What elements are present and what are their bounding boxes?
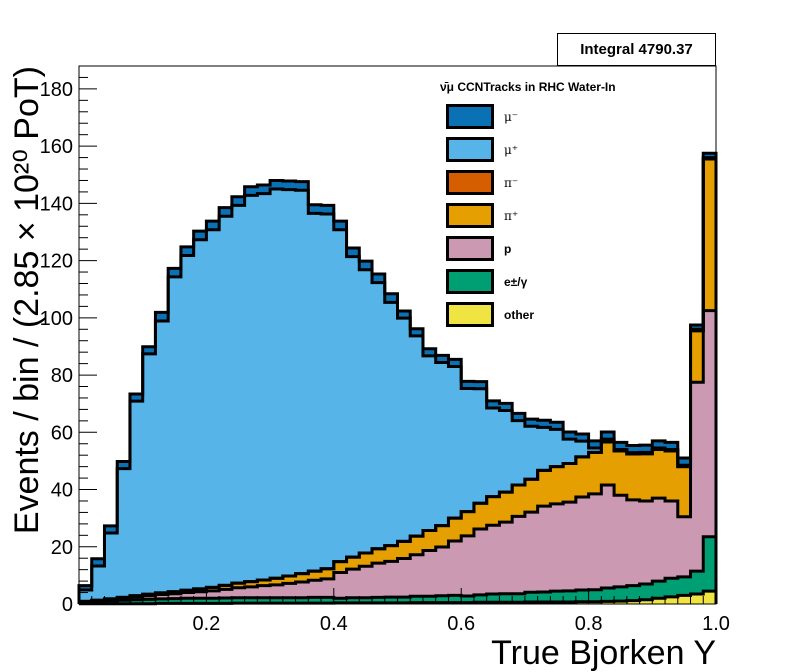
y-tick-label: 0 (62, 594, 73, 616)
legend-swatch (446, 203, 494, 228)
legend-swatch (446, 302, 494, 327)
y-tick-label: 140 (40, 193, 73, 215)
series-area (79, 310, 716, 604)
x-tick-label: 0.2 (192, 613, 220, 635)
y-tick-label: 40 (51, 480, 73, 502)
legend-item: π⁺ (440, 199, 690, 232)
integral-stat-box: Integral 4790.37 (557, 33, 716, 66)
series-area (79, 159, 716, 605)
legend-item: π⁻ (440, 166, 690, 199)
series-layer (77, 151, 718, 606)
x-tick-label: 1.0 (702, 613, 730, 635)
legend: ν̄μ CCNTracks in RHC Water-In μ⁻ μ⁺ π⁻ π⁺ p e… (440, 80, 690, 331)
x-tick-label: 0.6 (447, 613, 475, 635)
legend-label: π⁺ (504, 208, 519, 223)
legend-label: p (504, 241, 512, 256)
legend-rows: μ⁻ μ⁺ π⁻ π⁺ p e±/γ other (440, 100, 690, 331)
series-outline (77, 151, 718, 604)
y-tick-label: 120 (40, 251, 73, 273)
legend-swatch (446, 269, 494, 294)
x-axis-label: True Bjorken Y (491, 634, 716, 672)
legend-swatch (446, 104, 494, 129)
y-tick-label: 60 (51, 422, 73, 444)
y-tick-label: 80 (51, 365, 73, 387)
y-tick-label: 160 (40, 136, 73, 158)
y-tick-label: 100 (40, 308, 73, 330)
legend-item: p (440, 232, 690, 265)
y-axis-label: Events / bin / (2.85 × 10²⁰ PoT) (8, 66, 46, 534)
legend-label: π⁻ (504, 175, 519, 190)
legend-item: μ⁻ (440, 100, 690, 133)
legend-item: μ⁺ (440, 133, 690, 166)
x-tick-label: 0.4 (320, 613, 348, 635)
y-tick-label: 180 (40, 79, 73, 101)
legend-label: μ⁺ (504, 142, 519, 157)
legend-label: other (504, 307, 534, 322)
x-tick-label: 0.8 (575, 613, 603, 635)
legend-title: ν̄μ CCNTracks in RHC Water-In (440, 80, 616, 94)
legend-label: e±/γ (504, 274, 528, 289)
legend-item: other (440, 298, 690, 331)
legend-swatch (446, 236, 494, 261)
ticks-layer: 0.2 0.4 0.6 0.8 1.0 0 20 40 60 80 100 120 140 160 180 (40, 65, 730, 635)
y-tick-label: 20 (51, 537, 73, 559)
legend-swatch (446, 137, 494, 162)
legend-label: μ⁻ (504, 109, 519, 124)
integral-label: Integral 4790.37 (580, 41, 693, 58)
legend-swatch (446, 170, 494, 195)
legend-item: e±/γ (440, 265, 690, 298)
